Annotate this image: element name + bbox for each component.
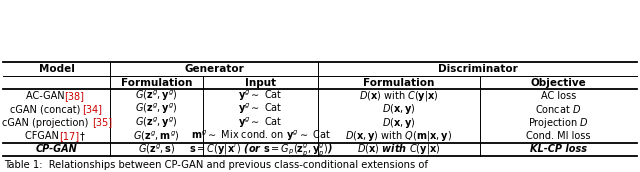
Text: GANs.  $\dagger$Naive CFGAN assumes that the number of classes is only two.  For: GANs. $\dagger$Naive CFGAN assumes that … xyxy=(4,170,442,172)
Text: AC loss: AC loss xyxy=(541,91,576,101)
Text: Formulation: Formulation xyxy=(364,78,435,88)
Text: †: † xyxy=(79,131,84,141)
Text: $\mathbf{y}^g \sim$ Cat: $\mathbf{y}^g \sim$ Cat xyxy=(238,102,283,116)
Text: Formulation: Formulation xyxy=(121,78,192,88)
Text: Objective: Objective xyxy=(531,78,586,88)
Text: Discriminator: Discriminator xyxy=(438,64,517,74)
Text: [17]: [17] xyxy=(59,131,79,141)
Text: [38]: [38] xyxy=(64,91,84,101)
Text: $D(\mathbf{x})$ with $C(\mathbf{y}|\mathbf{x})$: $D(\mathbf{x})$ with $C(\mathbf{y}|\math… xyxy=(359,89,439,103)
Text: $D(\mathbf{x})$ with $C(\mathbf{y}|\mathbf{x})$: $D(\mathbf{x})$ with $C(\mathbf{y}|\math… xyxy=(357,142,441,156)
Text: $G(\mathbf{z}^g, \mathbf{y}^g)$: $G(\mathbf{z}^g, \mathbf{y}^g)$ xyxy=(135,115,178,130)
Text: $\mathbf{y}^g \sim$ Cat: $\mathbf{y}^g \sim$ Cat xyxy=(238,89,283,103)
Text: KL-CP loss: KL-CP loss xyxy=(530,144,587,154)
Text: AC-GAN: AC-GAN xyxy=(26,91,67,101)
Text: $D(\mathbf{x}, \mathbf{y})$ with $Q(\mathbf{m}|\mathbf{x}, \mathbf{y})$: $D(\mathbf{x}, \mathbf{y})$ with $Q(\mat… xyxy=(346,129,452,143)
Text: $D(\mathbf{x}, \mathbf{y})$: $D(\mathbf{x}, \mathbf{y})$ xyxy=(382,116,416,130)
Text: [34]: [34] xyxy=(82,104,102,114)
Text: cGAN (projection): cGAN (projection) xyxy=(2,117,91,127)
Text: Cond. MI loss: Cond. MI loss xyxy=(526,131,591,141)
Text: $G(\mathbf{z}^g, \mathbf{y}^g)$: $G(\mathbf{z}^g, \mathbf{y}^g)$ xyxy=(135,89,178,103)
Text: Generator: Generator xyxy=(184,64,244,74)
Text: CFGAN: CFGAN xyxy=(26,131,62,141)
Text: Concat $D$: Concat $D$ xyxy=(536,103,582,115)
Text: $\mathbf{s} = C(\mathbf{y}|\mathbf{x}^r)$ (or $\mathbf{s} = G_p(\mathbf{z}^g_p, : $\mathbf{s} = C(\mathbf{y}|\mathbf{x}^r)… xyxy=(189,141,332,158)
Text: Projection $D$: Projection $D$ xyxy=(528,116,589,130)
Text: Input: Input xyxy=(245,78,276,88)
Text: $G(\mathbf{z}^g, \mathbf{y}^g)$: $G(\mathbf{z}^g, \mathbf{y}^g)$ xyxy=(135,102,178,116)
Text: $G(\mathbf{z}^g, \mathbf{s})$: $G(\mathbf{z}^g, \mathbf{s})$ xyxy=(138,143,175,156)
Text: cGAN (concat): cGAN (concat) xyxy=(10,104,83,114)
Text: $G(\mathbf{z}^g, \mathbf{m}^g)$: $G(\mathbf{z}^g, \mathbf{m}^g)$ xyxy=(133,129,180,143)
Text: $D(\mathbf{x}, \mathbf{y})$: $D(\mathbf{x}, \mathbf{y})$ xyxy=(382,102,416,116)
Text: Table 1:  Relationships between CP-GAN and previous class-conditional extensions: Table 1: Relationships between CP-GAN an… xyxy=(4,160,428,170)
Text: Model: Model xyxy=(38,64,74,74)
Text: CP-GAN: CP-GAN xyxy=(36,144,77,154)
Text: $\mathbf{m}^g \sim$ Mix cond. on $\mathbf{y}^g \sim$ Cat: $\mathbf{m}^g \sim$ Mix cond. on $\mathb… xyxy=(191,129,330,143)
Text: [35]: [35] xyxy=(92,117,112,127)
Text: $\mathbf{y}^g \sim$ Cat: $\mathbf{y}^g \sim$ Cat xyxy=(238,115,283,130)
